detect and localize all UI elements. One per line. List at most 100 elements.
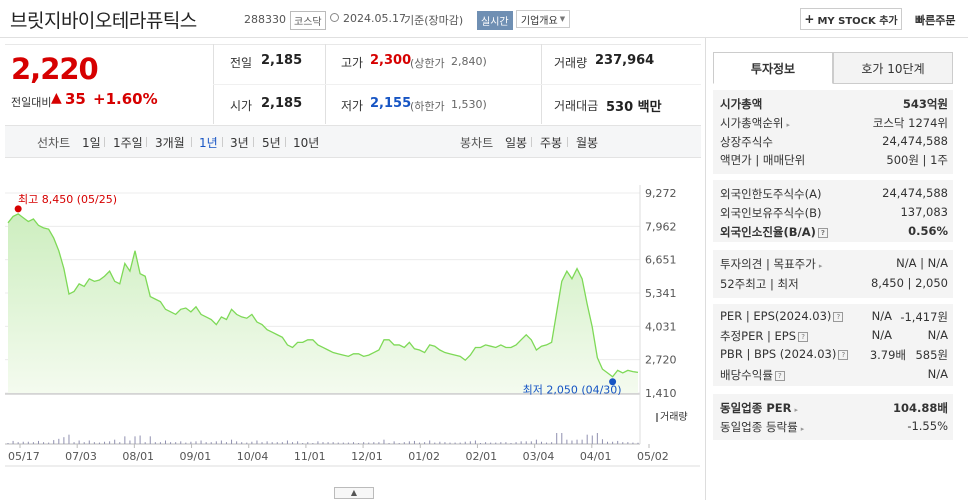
foreign-limit-label: 외국인한도주식수(A) bbox=[720, 187, 822, 201]
chart-collapse-button[interactable]: ▲ bbox=[334, 487, 374, 499]
est-per-value: N/A bbox=[871, 328, 892, 342]
high-marker bbox=[14, 205, 22, 213]
help-icon[interactable]: ? bbox=[817, 227, 828, 238]
x-tick-label: 03/04 bbox=[523, 450, 555, 463]
chevron-right-icon: ▸ bbox=[818, 262, 823, 270]
company-info-dropdown[interactable]: 기업개요 ▼ bbox=[516, 10, 570, 28]
y-tick-label: 6,651 bbox=[645, 254, 677, 267]
my-stock-label: MY STOCK 추가 bbox=[817, 15, 898, 27]
upper-limit-value: 2,840) bbox=[451, 55, 487, 68]
plus-icon: + bbox=[804, 12, 815, 26]
period-1w[interactable]: 1주일 bbox=[113, 136, 143, 150]
week52-label: 52주최고 | 최저 bbox=[720, 277, 799, 291]
divider bbox=[285, 137, 286, 147]
help-icon[interactable]: ? bbox=[838, 349, 849, 360]
sector-change-value: -1.55% bbox=[907, 419, 948, 433]
est-eps-value: N/A bbox=[927, 328, 948, 342]
pbr-value: 3.79배 bbox=[869, 348, 906, 362]
realtime-badge[interactable]: 실시간 bbox=[477, 11, 513, 30]
foreign-holding-label: 외국인보유주식수(B) bbox=[720, 206, 822, 220]
est-per-eps-label: 추정PER | EPS bbox=[720, 329, 797, 343]
x-tick-label: 01/02 bbox=[408, 450, 440, 463]
volume-legend: 거래량 bbox=[656, 408, 688, 423]
market-badge: 코스닥 bbox=[290, 11, 326, 30]
lower-limit-label: (하한가 bbox=[410, 100, 445, 113]
price-chart[interactable]: 9,272 7,962 6,651 5,341 4,031 2,720 1,410 최고 8,… bbox=[0, 160, 704, 500]
x-tick-label: 11/01 bbox=[294, 450, 326, 463]
stock-name: 브릿지바이오테라퓨틱스 bbox=[10, 10, 197, 32]
tab-invest-info[interactable]: 투자정보 bbox=[713, 52, 833, 84]
candle-weekly[interactable]: 주봉 bbox=[540, 136, 563, 150]
tab-orderbook[interactable]: 호가 10단계 bbox=[833, 52, 953, 84]
chevron-up-icon: ▲ bbox=[350, 488, 358, 497]
low-annotation: 최저 2,050 (04/30) bbox=[523, 384, 622, 397]
prev-close-value: 2,185 bbox=[261, 53, 303, 68]
par-value-row: 액면가 | 매매단위 500원 | 1주 bbox=[720, 152, 948, 168]
divider bbox=[104, 137, 105, 147]
dividend-row: 배당수익률? N/A bbox=[720, 367, 948, 383]
lower-limit-value: 1,530) bbox=[451, 98, 487, 111]
sector-change-label: 동일업종 등락률 bbox=[720, 420, 798, 434]
divider bbox=[253, 137, 254, 147]
opinion-section bbox=[713, 250, 953, 298]
chevron-right-icon: ▸ bbox=[786, 121, 790, 129]
week52-row: 52주최고 | 최저 8,450 | 2,050 bbox=[720, 276, 948, 292]
bps-value: 585원 bbox=[915, 348, 948, 362]
y-tick-label: 7,962 bbox=[645, 220, 677, 233]
candle-daily[interactable]: 일봉 bbox=[505, 136, 528, 150]
upper-limit-label: (상한가 bbox=[410, 57, 445, 70]
period-3y[interactable]: 3년 bbox=[230, 136, 249, 150]
sector-per-label: 동일업종 PER bbox=[720, 401, 792, 415]
header-bar: 브릿지바이오테라퓨틱스 288330 코스닥 2024.05.17 기준(장마감… bbox=[0, 0, 968, 38]
volume-label: 거래량 bbox=[554, 56, 588, 70]
period-1d[interactable]: 1일 bbox=[82, 136, 101, 150]
help-icon[interactable]: ? bbox=[798, 331, 809, 342]
volume-legend-icon bbox=[656, 412, 658, 422]
high-label: 고가 bbox=[341, 56, 364, 70]
my-stock-add-button[interactable]: + MY STOCK 추가 bbox=[800, 8, 902, 30]
divider bbox=[191, 137, 192, 147]
market-cap-rank-label: 시가총액순위 bbox=[720, 116, 784, 130]
y-tick-label: 4,031 bbox=[645, 320, 677, 333]
opinion-value: N/A | N/A bbox=[896, 256, 948, 270]
period-10y[interactable]: 10년 bbox=[293, 136, 320, 150]
prev-close-label: 전일 bbox=[230, 56, 253, 70]
period-5y[interactable]: 5년 bbox=[262, 136, 281, 150]
low-value: 2,155 bbox=[370, 96, 412, 111]
stock-code: 288330 bbox=[244, 13, 286, 26]
divider bbox=[213, 84, 701, 85]
pbr-bps-label: PBR | BPS (2024.03) bbox=[720, 347, 837, 361]
open-value: 2,185 bbox=[261, 96, 303, 111]
market-cap-rank-row: 시가총액순위 ▸ 코스닥 1274위 bbox=[720, 115, 948, 131]
sector-section bbox=[713, 394, 953, 440]
chevron-right-icon: ▸ bbox=[800, 425, 805, 433]
period-3m[interactable]: 3개월 bbox=[155, 136, 185, 150]
foreign-section bbox=[713, 180, 953, 242]
listed-shares-value: 24,474,588 bbox=[882, 134, 948, 148]
foreign-limit-row: 외국인한도주식수(A) 24,474,588 bbox=[720, 186, 948, 202]
sector-per-value: 104.88배 bbox=[893, 401, 948, 415]
company-info-label: 기업개요 bbox=[520, 15, 558, 27]
period-1y[interactable]: 1년 bbox=[199, 136, 218, 150]
price-line bbox=[7, 213, 639, 378]
high-annotation: 최고 8,450 (05/25) bbox=[18, 193, 117, 206]
change-label: 전일대비 bbox=[11, 96, 52, 109]
quick-order-link[interactable]: 빠른주문 bbox=[915, 14, 956, 27]
opinion-row: 투자의견 | 목표주가 ▸ N/A | N/A bbox=[720, 256, 948, 272]
help-icon[interactable]: ? bbox=[774, 370, 785, 381]
eps-value: -1,417원 bbox=[900, 310, 948, 324]
market-cap-label: 시가총액 bbox=[720, 97, 763, 111]
par-value-label: 액면가 | 매매단위 bbox=[720, 153, 806, 167]
change-percent: +1.60% bbox=[93, 90, 158, 108]
sector-change-row: 동일업종 등락률 ▸ -1.55% bbox=[720, 419, 948, 435]
candle-monthly[interactable]: 월봉 bbox=[576, 136, 599, 150]
base-date: 2024.05.17 bbox=[343, 12, 406, 25]
open-label: 시가 bbox=[230, 99, 253, 113]
volume-legend-label: 거래량 bbox=[660, 412, 688, 423]
line-chart-label: 선차트 bbox=[37, 136, 71, 150]
help-icon[interactable]: ? bbox=[833, 311, 844, 322]
base-date-note: 기준(장마감) bbox=[404, 14, 464, 27]
foreign-holding-value: 137,083 bbox=[900, 205, 948, 219]
market-cap-rank-value: 코스닥 1274위 bbox=[872, 116, 948, 130]
up-arrow-icon: ▲ bbox=[51, 90, 62, 106]
